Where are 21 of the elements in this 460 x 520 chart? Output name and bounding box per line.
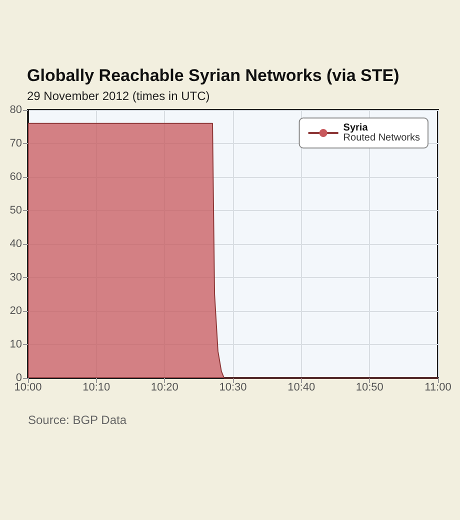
x-tick-label: 10:40 xyxy=(288,382,316,394)
x-tick-label: 10:30 xyxy=(219,382,247,394)
y-tick-label: 40 xyxy=(10,238,22,250)
y-tick-label: 60 xyxy=(10,171,22,183)
x-tick-label: 10:50 xyxy=(356,382,384,394)
x-tick-label: 10:00 xyxy=(14,382,42,394)
y-tick-label: 70 xyxy=(10,138,22,150)
y-tick-label: 10 xyxy=(10,338,22,350)
y-tick-label: 80 xyxy=(10,104,22,116)
y-tick-label: 0 xyxy=(16,372,22,384)
x-tick-label: 10:10 xyxy=(82,382,110,394)
legend-label: Syria xyxy=(343,122,368,134)
y-tick-label: 20 xyxy=(10,305,22,317)
y-tick-label: 50 xyxy=(10,204,22,216)
chart-subtitle: 29 November 2012 (times in UTC) xyxy=(27,89,210,103)
x-tick-label: 11:00 xyxy=(424,382,452,394)
y-tick-label: 30 xyxy=(10,272,22,284)
x-tick-label: 10:20 xyxy=(150,382,178,394)
source-note: Source: BGP Data xyxy=(28,413,127,427)
legend-title: Routed Networks xyxy=(343,132,420,144)
chart-title: Globally Reachable Syrian Networks (via STE) xyxy=(27,66,400,85)
